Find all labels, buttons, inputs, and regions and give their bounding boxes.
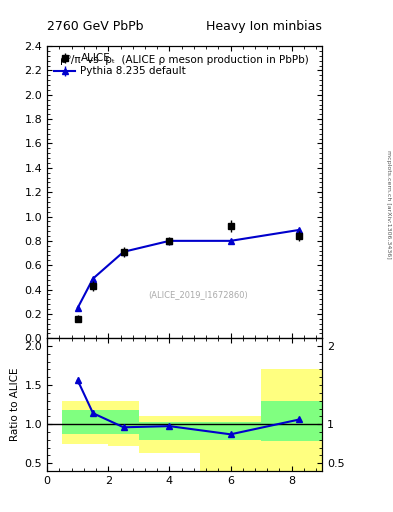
Text: (ALICE_2019_I1672860): (ALICE_2019_I1672860) [149, 290, 248, 299]
Text: Heavy Ion minbias: Heavy Ion minbias [206, 20, 322, 33]
Y-axis label: Ratio to ALICE: Ratio to ALICE [10, 368, 20, 441]
Text: ρ⁰/π  vs  pₜ  (ALICE ρ meson production in PbPb): ρ⁰/π vs pₜ (ALICE ρ meson production in … [61, 55, 309, 65]
Text: 2760 GeV PbPb: 2760 GeV PbPb [47, 20, 144, 33]
Text: mcplots.cern.ch [arXiv:1306.3436]: mcplots.cern.ch [arXiv:1306.3436] [386, 151, 391, 259]
Legend: ALICE, Pythia 8.235 default: ALICE, Pythia 8.235 default [52, 51, 188, 78]
